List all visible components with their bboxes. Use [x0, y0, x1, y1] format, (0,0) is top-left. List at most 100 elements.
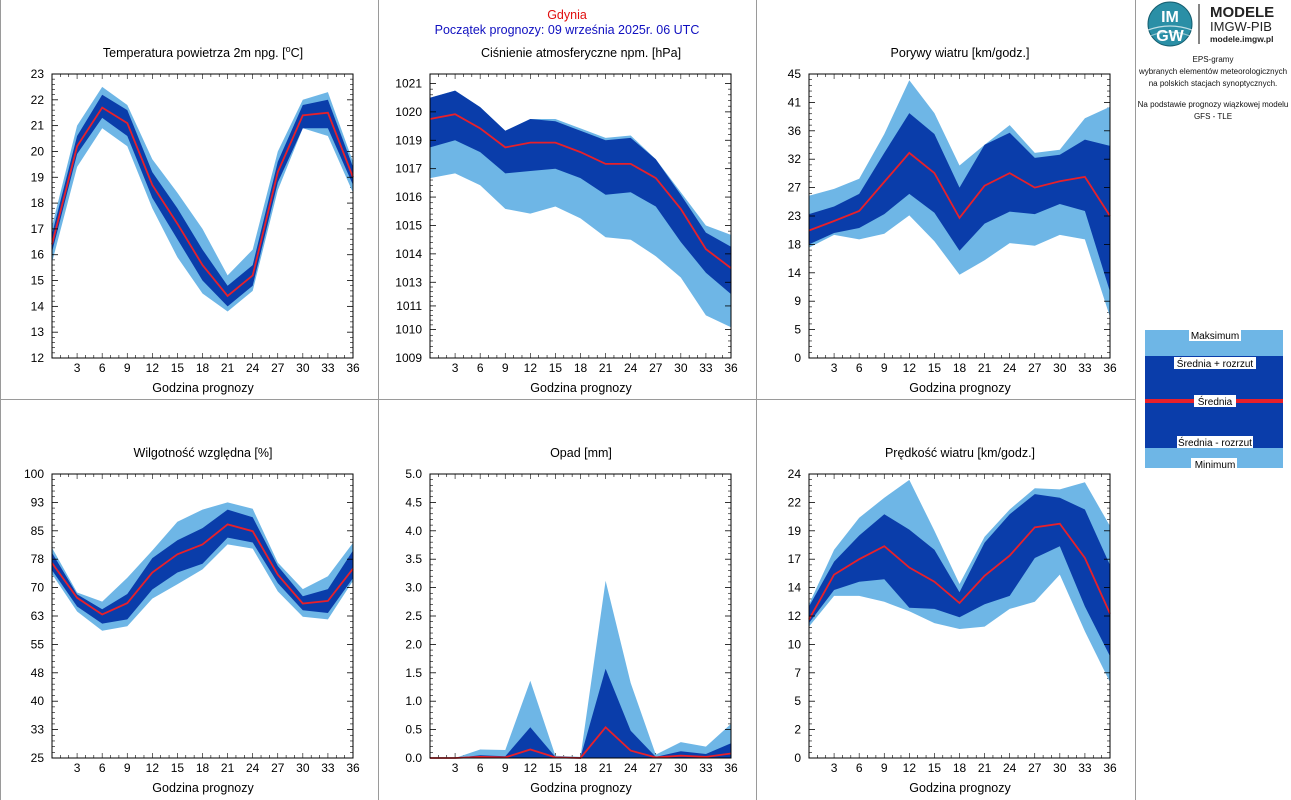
x-tick-label: 27 [1028, 361, 1042, 375]
page-frame [0, 0, 1136, 800]
chart-title: Ciśnienie atmosferyczne npm. [hPa] [481, 46, 681, 60]
x-tick-label: 6 [99, 361, 106, 375]
y-tick-label: 22 [788, 495, 802, 509]
mean-line [808, 522, 1111, 620]
x-tick-label: 6 [856, 761, 863, 775]
chart-title: Porywy wiatru [km/godz.] [891, 46, 1030, 60]
x-tick-label: 12 [903, 361, 917, 375]
chart-title: Opad [mm] [550, 446, 612, 460]
x-tick-label: 30 [674, 761, 688, 775]
y-tick-label: 19 [31, 170, 45, 184]
x-tick-label: 15 [549, 361, 563, 375]
x-tick-label: 33 [699, 361, 713, 375]
y-tick-label: 0.5 [405, 723, 422, 737]
y-tick-label: 0 [794, 351, 801, 365]
minor-ticks [430, 474, 731, 758]
info-line-1: EPS-gramy [1193, 55, 1234, 64]
station-name: Gdynia [547, 8, 587, 22]
y-tick-label: 1017 [395, 162, 422, 176]
x-tick-label: 33 [1078, 361, 1092, 375]
x-tick-label: 27 [649, 761, 663, 775]
chart-title: Wilgotność względna [%] [134, 446, 273, 460]
x-tick-label: 24 [1003, 361, 1017, 375]
y-tick-label: 5 [794, 694, 801, 708]
y-tick-label: 4.0 [405, 524, 422, 538]
x-tick-label: 21 [978, 361, 992, 375]
y-tick-label: 2.5 [405, 609, 422, 623]
y-tick-label: 15 [31, 274, 45, 288]
y-tick-label: 1.0 [405, 694, 422, 708]
band-spread [430, 90, 731, 295]
y-tick-label: 18 [788, 237, 802, 251]
y-tick-label: 33 [31, 723, 45, 737]
x-tick-label: 9 [502, 761, 509, 775]
y-tick-label: 3.0 [405, 581, 422, 595]
legend: Maksimum Średnia + rozrzut Średnia Średn… [1145, 329, 1283, 471]
y-tick-label: 13 [31, 325, 45, 339]
x-tick-label: 3 [831, 361, 838, 375]
y-tick-label: 32 [788, 152, 802, 166]
logo-subtitle: IMGW-PIB [1210, 19, 1272, 34]
chart-gusts: Porywy wiatru [km/godz.]0591418232732364… [788, 46, 1117, 395]
y-tick-label: 17 [31, 222, 45, 236]
x-tick-label: 9 [124, 761, 131, 775]
y-tick-label: 55 [31, 637, 45, 651]
x-tick-label: 18 [574, 361, 588, 375]
x-tick-label: 27 [271, 761, 285, 775]
y-tick-label: 36 [788, 124, 802, 138]
x-tick-label: 9 [881, 761, 888, 775]
mean-line [808, 151, 1111, 232]
info-text: EPS-gramy wybranych elementów meteorolog… [1138, 55, 1289, 121]
x-tick-label: 18 [574, 761, 588, 775]
x-tick-label: 21 [599, 761, 613, 775]
plot-frame [51, 73, 354, 359]
x-tick-label: 24 [246, 761, 260, 775]
y-tick-label: 2 [794, 723, 801, 737]
y-tick-label: 5.0 [405, 467, 422, 481]
info-line-5: Na podstawie prognozy wiązkowej modelu [1138, 100, 1289, 109]
y-tick-label: 1013 [395, 275, 422, 289]
x-tick-label: 21 [221, 761, 235, 775]
info-line-3: na polskich stacjach synoptycznych. [1149, 79, 1278, 88]
y-tick-label: 7 [794, 666, 801, 680]
x-tick-label: 33 [321, 361, 335, 375]
y-tick-label: 85 [31, 524, 45, 538]
mean-line [429, 113, 732, 269]
chart-humidity: Wilgotność względna [%]25334048556370788… [24, 446, 360, 795]
x-tick-label: 12 [146, 761, 160, 775]
y-tick-label: 18 [31, 196, 45, 210]
charts: Temperatura powietrza 2m npg. [oC] 12 13 14… [24, 44, 1117, 795]
x-tick-label: 30 [674, 361, 688, 375]
x-tick-label: 30 [296, 761, 310, 775]
forecast-start: Początek prognozy: 09 września 2025r. 06… [435, 23, 700, 37]
y-tick-label: 2.0 [405, 637, 422, 651]
chart-precip: Opad [mm] 0.0 0.5 1.0 1.5 2.0 2.5 3.0 3.5 4.0 4.5 5… [405, 446, 738, 795]
x-tick-label: 6 [477, 361, 484, 375]
y-tick-label: 12 [31, 351, 45, 365]
y-tick-label: 0.0 [405, 751, 422, 765]
y-tick-label: 63 [31, 609, 45, 623]
x-axis-label: Godzina prognozy [909, 381, 1011, 395]
x-tick-label: 6 [856, 361, 863, 375]
x-tick-label: 9 [502, 361, 509, 375]
x-axis-label: Godzina prognozy [530, 781, 632, 795]
x-tick-label: 36 [1103, 361, 1117, 375]
x-tick-label: 18 [196, 361, 210, 375]
legend-min: Minimum [1195, 460, 1236, 471]
y-tick-label: 1011 [396, 299, 422, 313]
y-tick-label: 1010 [395, 323, 422, 337]
legend-max: Maksimum [1191, 331, 1239, 342]
x-tick-label: 3 [452, 761, 459, 775]
y-tick-label: 24 [788, 467, 802, 481]
x-tick-label: 15 [171, 361, 185, 375]
y-tick-label: 41 [788, 95, 802, 109]
y-tick-label: 9 [794, 294, 801, 308]
x-tick-label: 30 [1053, 361, 1067, 375]
y-tick-label: 25 [31, 751, 45, 765]
y-tick-label: 14 [31, 299, 45, 313]
x-tick-label: 18 [953, 761, 967, 775]
x-tick-label: 21 [221, 361, 235, 375]
y-tick-label: 1016 [395, 190, 422, 204]
plot-frame [429, 473, 732, 759]
y-tick-label: 23 [31, 67, 45, 81]
